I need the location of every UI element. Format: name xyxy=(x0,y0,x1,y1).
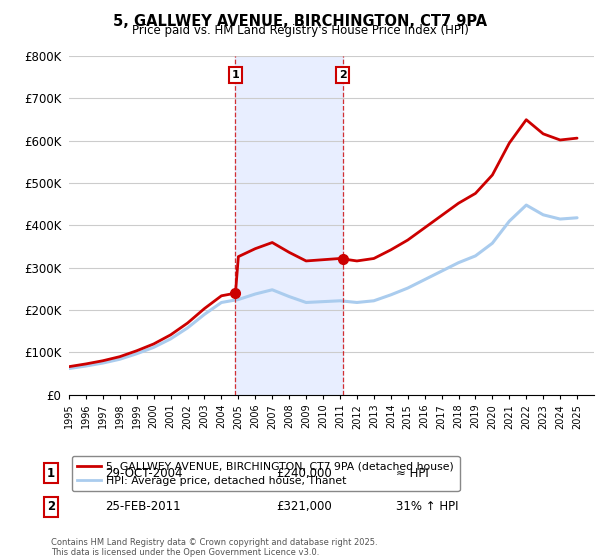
Text: 1: 1 xyxy=(232,70,239,80)
Text: 25-FEB-2011: 25-FEB-2011 xyxy=(105,500,181,514)
Text: 2: 2 xyxy=(338,70,346,80)
Text: £240,000: £240,000 xyxy=(276,466,332,480)
Legend: 5, GALLWEY AVENUE, BIRCHINGTON, CT7 9PA (detached house), HPI: Average price, de: 5, GALLWEY AVENUE, BIRCHINGTON, CT7 9PA … xyxy=(72,456,460,491)
Text: 29-OCT-2004: 29-OCT-2004 xyxy=(105,466,182,480)
Text: 1: 1 xyxy=(47,466,55,480)
Text: Contains HM Land Registry data © Crown copyright and database right 2025.
This d: Contains HM Land Registry data © Crown c… xyxy=(51,538,377,557)
Text: £321,000: £321,000 xyxy=(276,500,332,514)
Text: ≈ HPI: ≈ HPI xyxy=(396,466,429,480)
Text: 2: 2 xyxy=(47,500,55,514)
Text: 5, GALLWEY AVENUE, BIRCHINGTON, CT7 9PA: 5, GALLWEY AVENUE, BIRCHINGTON, CT7 9PA xyxy=(113,14,487,29)
Text: 31% ↑ HPI: 31% ↑ HPI xyxy=(396,500,458,514)
Bar xyxy=(235,56,343,395)
Text: Price paid vs. HM Land Registry's House Price Index (HPI): Price paid vs. HM Land Registry's House … xyxy=(131,24,469,37)
